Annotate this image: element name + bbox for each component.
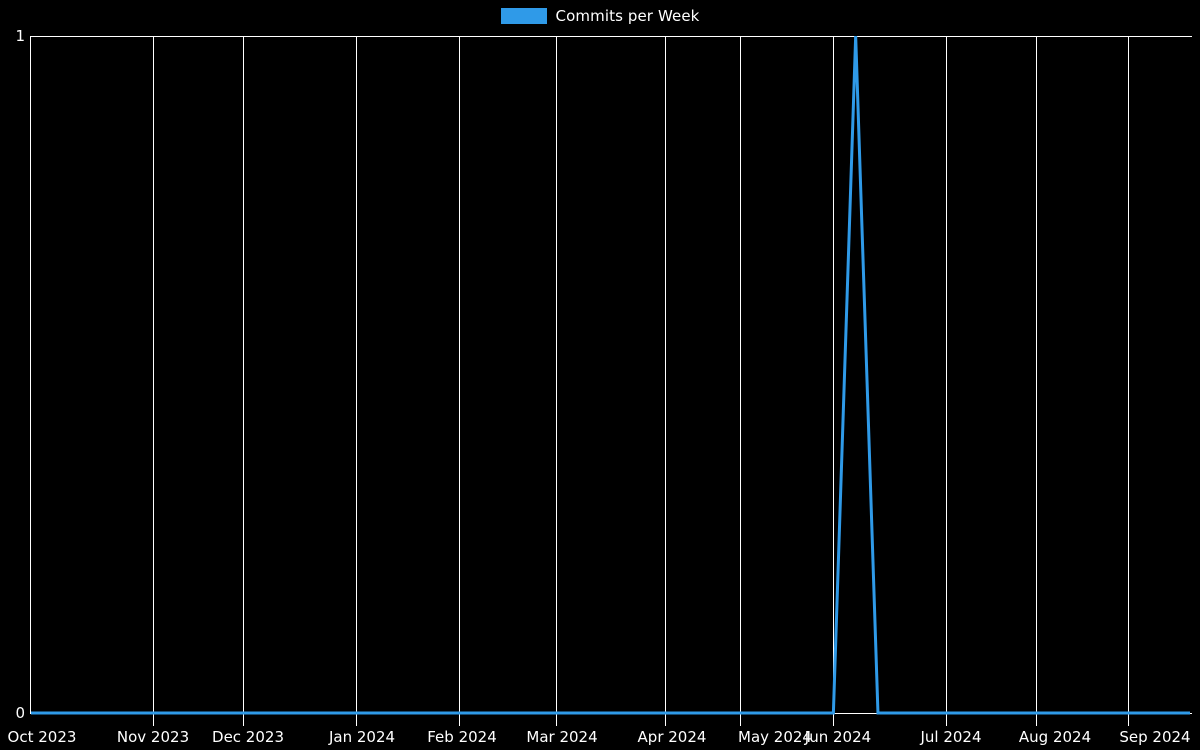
legend-swatch-icon <box>500 8 547 24</box>
gridline-aug-2024 <box>1036 36 1037 726</box>
gridline-mar-2024 <box>556 36 557 726</box>
gridline-sep-2024 <box>1128 36 1129 726</box>
gridline-may-2024 <box>740 36 741 726</box>
x-tick-label-dec-2023: Dec 2023 <box>212 728 284 746</box>
x-tick-label-may-2024: May 2024 <box>738 728 812 746</box>
x-tick-label-nov-2023: Nov 2023 <box>116 728 190 746</box>
gridline-apr-2024 <box>665 36 666 726</box>
y-axis-line <box>30 36 31 713</box>
gridline-jun-2024 <box>833 36 834 726</box>
series-line-commits-per-week <box>31 35 1190 715</box>
x-tick-label-jul-2024: Jul 2024 <box>920 728 982 746</box>
gridline-jul-2024 <box>946 36 947 726</box>
x-tick-label-jun-2024: Jun 2024 <box>804 728 872 746</box>
axis-top-border <box>30 36 1192 37</box>
y-tick-label-0: 0 <box>15 704 25 722</box>
gridline-feb-2024 <box>459 36 460 726</box>
x-tick-label-mar-2024: Mar 2024 <box>526 728 598 746</box>
gridline-dec-2023 <box>243 36 244 726</box>
x-tick-label-feb-2024: Feb 2024 <box>427 728 497 746</box>
y-tick-label-1: 1 <box>15 27 25 45</box>
gridline-nov-2023 <box>153 36 154 726</box>
x-tick-label-apr-2024: Apr 2024 <box>637 728 707 746</box>
legend-label-commits-per-week: Commits per Week <box>555 6 700 25</box>
gridline-jan-2024 <box>356 36 357 726</box>
x-tick-label-aug-2024: Aug 2024 <box>1018 728 1092 746</box>
chart-legend: Commits per Week <box>0 0 1200 32</box>
x-axis-baseline <box>30 713 1192 714</box>
x-tick-label-jan-2024: Jan 2024 <box>328 728 396 746</box>
x-tick-label-oct-2023: Oct 2023 <box>7 728 77 746</box>
x-tick-label-sep-2024: Sep 2024 <box>1119 728 1191 746</box>
